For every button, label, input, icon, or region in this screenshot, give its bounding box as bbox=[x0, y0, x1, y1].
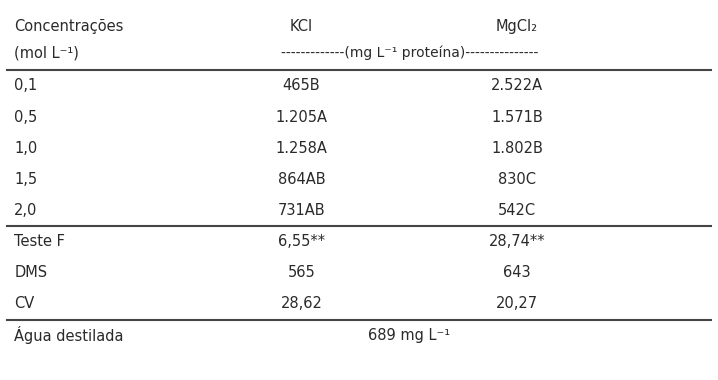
Text: 28,62: 28,62 bbox=[281, 296, 322, 312]
Text: -------------(mg L⁻¹ proteína)---------------: -------------(mg L⁻¹ proteína)----------… bbox=[281, 46, 538, 60]
Text: 6,55**: 6,55** bbox=[278, 234, 325, 249]
Text: Teste F: Teste F bbox=[14, 234, 65, 249]
Text: 542C: 542C bbox=[498, 203, 536, 218]
Text: 1.802B: 1.802B bbox=[491, 141, 543, 156]
Text: 689 mg L⁻¹: 689 mg L⁻¹ bbox=[368, 328, 450, 343]
Text: 2.522A: 2.522A bbox=[491, 78, 543, 93]
Text: 830C: 830C bbox=[498, 172, 536, 187]
Text: 565: 565 bbox=[288, 265, 315, 280]
Text: 1.571B: 1.571B bbox=[491, 109, 543, 125]
Text: Concentrações: Concentrações bbox=[14, 19, 123, 34]
Text: 2,0: 2,0 bbox=[14, 203, 38, 218]
Text: 1.258A: 1.258A bbox=[276, 141, 327, 156]
Text: 0,1: 0,1 bbox=[14, 78, 37, 93]
Text: MgCl₂: MgCl₂ bbox=[496, 19, 538, 34]
Text: 20,27: 20,27 bbox=[496, 296, 538, 312]
Text: 0,5: 0,5 bbox=[14, 109, 37, 125]
Text: CV: CV bbox=[14, 296, 34, 312]
Text: DMS: DMS bbox=[14, 265, 47, 280]
Text: 731AB: 731AB bbox=[278, 203, 325, 218]
Text: KCl: KCl bbox=[290, 19, 313, 34]
Text: 465B: 465B bbox=[283, 78, 320, 93]
Text: 1,5: 1,5 bbox=[14, 172, 37, 187]
Text: Água destilada: Água destilada bbox=[14, 326, 124, 344]
Text: (mol L⁻¹): (mol L⁻¹) bbox=[14, 46, 79, 61]
Text: 1,0: 1,0 bbox=[14, 141, 37, 156]
Text: 643: 643 bbox=[503, 265, 531, 280]
Text: 1.205A: 1.205A bbox=[276, 109, 327, 125]
Text: 28,74**: 28,74** bbox=[489, 234, 545, 249]
Text: 864AB: 864AB bbox=[278, 172, 325, 187]
